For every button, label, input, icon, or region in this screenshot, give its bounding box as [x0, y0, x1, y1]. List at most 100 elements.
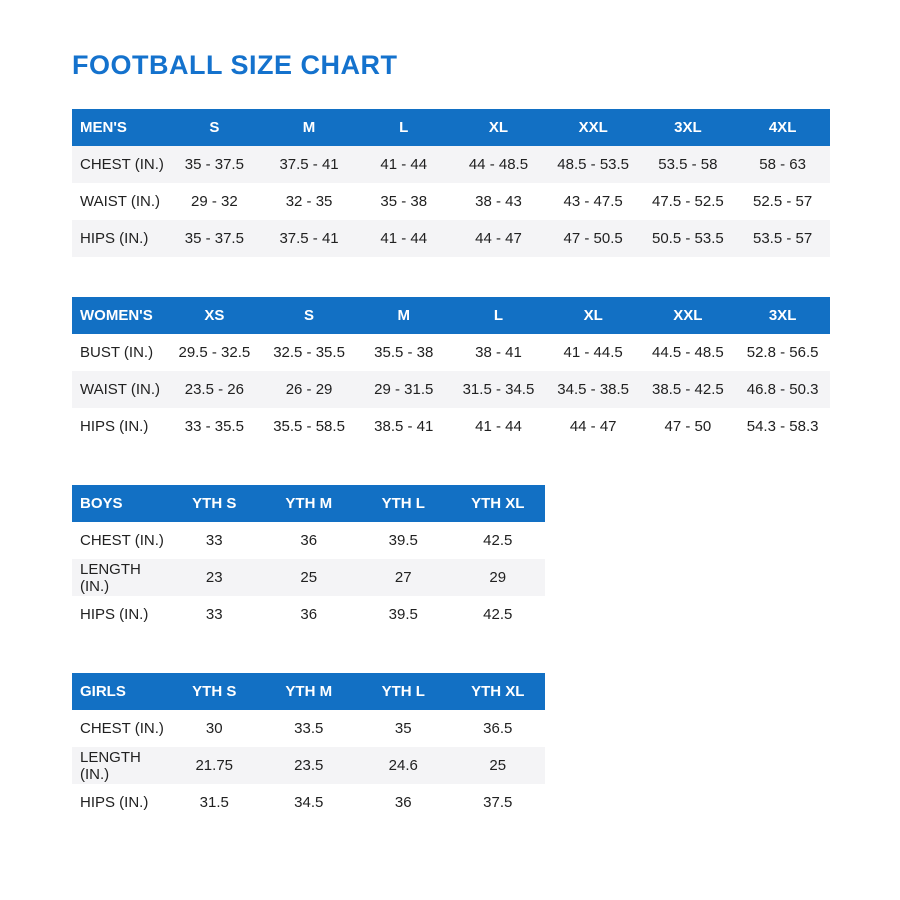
data-cell: 38.5 - 42.5	[640, 371, 736, 408]
size-column-header: YTH L	[356, 673, 451, 710]
data-cell: 36.5	[483, 720, 513, 737]
data-cell: 37.5 - 41	[261, 220, 357, 257]
table-row: LENGTH (IN.) 23 25 27 29	[72, 559, 545, 596]
size-column-header: YTH M	[261, 673, 356, 710]
data-cell: 31.5	[199, 794, 229, 811]
data-cell: 32 - 35	[285, 193, 333, 210]
table-row: WAIST (IN.) 23.5 - 26 26 - 29 29 - 31.5 31.5…	[72, 371, 830, 408]
row-label: HIPS (IN.)	[80, 418, 149, 435]
data-cell: 48.5 - 53.5	[545, 146, 641, 183]
header-row-womens: WOMEN'S XS S M L XL XXL 3XL	[72, 297, 830, 334]
table-row: HIPS (IN.) 33 36 39.5 42.5	[72, 596, 545, 633]
data-cell: 37.5 - 41	[261, 146, 357, 183]
data-cell: 53.5 - 57	[735, 220, 830, 257]
size-table-girls: GIRLS YTH S YTH M YTH L YTH XL CHEST (IN.) 30 3…	[72, 673, 545, 821]
data-cell: 24.6	[356, 747, 451, 784]
table-row: HIPS (IN.) 33 - 35.5 35.5 - 58.5 38.5 - 41 4…	[72, 408, 830, 445]
size-column-header: XXL	[640, 297, 736, 334]
data-cell: 35	[394, 720, 412, 737]
data-cell: 34.5	[294, 794, 324, 811]
data-cell: 41 - 44.5	[563, 344, 623, 361]
data-cell: 36	[300, 606, 318, 623]
size-table-womens: WOMEN'S XS S M L XL XXL 3XL BUST (IN.) 29.5 - 32.…	[72, 297, 830, 445]
data-cell: 38 - 41	[475, 344, 522, 361]
size-column-header: M	[261, 109, 357, 146]
data-cell: 41 - 44	[356, 146, 452, 183]
data-cell: 47 - 50	[664, 418, 712, 435]
data-cell: 50.5 - 53.5	[640, 220, 736, 257]
table-row: CHEST (IN.) 30 33.5 35 36.5	[72, 710, 545, 747]
size-column-header: 3XL	[640, 109, 736, 146]
size-column-header: XL	[545, 297, 641, 334]
data-cell: 53.5 - 58	[640, 146, 736, 183]
row-label: WAIST (IN.)	[80, 193, 160, 210]
data-cell: 29.5 - 32.5	[178, 344, 251, 361]
data-cell: 33 - 35.5	[184, 418, 244, 435]
data-cell: 46.8 - 50.3	[735, 371, 830, 408]
data-cell: 44.5 - 48.5	[652, 344, 724, 361]
header-row-boys: BOYS YTH S YTH M YTH L YTH XL	[72, 485, 545, 522]
data-cell: 41 - 44	[356, 220, 452, 257]
size-table-container-mens: MEN'S S M L XL XXL 3XL 4XL CHEST (IN.) 35 - 37.5 3…	[72, 109, 830, 257]
table-title-girls: GIRLS	[72, 673, 167, 710]
row-label: LENGTH (IN.)	[72, 559, 167, 596]
data-cell: 44 - 47	[569, 418, 617, 435]
data-cell: 44 - 48.5	[451, 146, 546, 183]
size-column-header: YTH XL	[450, 673, 545, 710]
data-cell: 44 - 47	[451, 220, 546, 257]
data-cell: 52.5 - 57	[753, 193, 813, 210]
data-cell: 29 - 31.5	[356, 371, 452, 408]
data-cell: 35 - 37.5	[167, 146, 262, 183]
data-cell: 29 - 32	[191, 193, 238, 210]
data-cell: 52.8 - 56.5	[746, 344, 819, 361]
table-row: HIPS (IN.) 31.5 34.5 36 37.5	[72, 784, 545, 821]
size-column-header: YTH S	[167, 673, 262, 710]
data-cell: 25	[261, 559, 356, 596]
data-cell: 35.5 - 58.5	[273, 418, 345, 435]
table-row: CHEST (IN.) 33 36 39.5 42.5	[72, 522, 545, 559]
data-cell: 36	[394, 794, 412, 811]
size-table-container-boys: BOYS YTH S YTH M YTH L YTH XL CHEST (IN.) 33 36…	[72, 485, 830, 633]
row-label: CHEST (IN.)	[72, 146, 167, 183]
row-label: CHEST (IN.)	[80, 532, 164, 549]
row-label: BUST (IN.)	[80, 344, 154, 361]
row-label: HIPS (IN.)	[80, 794, 149, 811]
data-cell: 58 - 63	[735, 146, 830, 183]
size-column-header: YTH S	[167, 485, 262, 522]
size-column-header: S	[167, 109, 262, 146]
page-title: FOOTBALL SIZE CHART	[72, 50, 398, 80]
data-cell: 31.5 - 34.5	[451, 371, 546, 408]
size-column-header: M	[356, 297, 452, 334]
data-cell: 39.5	[388, 532, 418, 549]
size-column-header: 3XL	[735, 297, 830, 334]
data-cell: 25	[450, 747, 545, 784]
data-cell: 38 - 43	[475, 193, 522, 210]
data-cell: 32.5 - 35.5	[273, 344, 345, 361]
data-cell: 33.5	[294, 720, 324, 737]
size-table-container-womens: WOMEN'S XS S M L XL XXL 3XL BUST (IN.) 29.5 - 32.…	[72, 297, 830, 445]
data-cell: 42.5	[483, 532, 513, 549]
data-cell: 39.5	[388, 606, 418, 623]
data-cell: 33	[205, 532, 223, 549]
data-cell: 23	[167, 559, 262, 596]
size-column-header: YTH L	[356, 485, 451, 522]
data-cell: 35 - 38	[380, 193, 428, 210]
size-column-header: L	[356, 109, 452, 146]
size-table-mens: MEN'S S M L XL XXL 3XL 4XL CHEST (IN.) 35 - 37.5 3…	[72, 109, 830, 257]
size-table-container-girls: GIRLS YTH S YTH M YTH L YTH XL CHEST (IN.) 30 3…	[72, 673, 830, 821]
size-column-header: XS	[167, 297, 262, 334]
data-cell: 47.5 - 52.5	[652, 193, 724, 210]
size-column-header: XXL	[545, 109, 641, 146]
size-column-header: L	[451, 297, 546, 334]
data-cell: 26 - 29	[261, 371, 357, 408]
header-row-mens: MEN'S S M L XL XXL 3XL 4XL	[72, 109, 830, 146]
size-column-header: 4XL	[735, 109, 830, 146]
row-label: HIPS (IN.)	[80, 606, 149, 623]
data-cell: 36	[300, 532, 318, 549]
table-title-mens: MEN'S	[72, 109, 167, 146]
header-row-girls: GIRLS YTH S YTH M YTH L YTH XL	[72, 673, 545, 710]
data-cell: 54.3 - 58.3	[746, 418, 819, 435]
data-cell: 35 - 37.5	[167, 220, 262, 257]
table-row: LENGTH (IN.) 21.75 23.5 24.6 25	[72, 747, 545, 784]
